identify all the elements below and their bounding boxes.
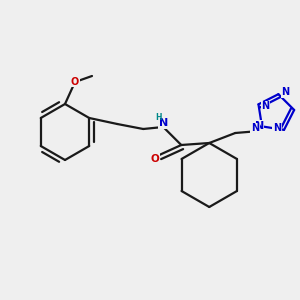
Text: N: N	[281, 87, 290, 97]
Text: O: O	[151, 154, 160, 164]
Text: O: O	[71, 77, 79, 87]
Text: N: N	[255, 121, 264, 131]
Text: N: N	[261, 101, 269, 111]
Text: N: N	[251, 123, 259, 134]
Text: H: H	[155, 112, 161, 122]
Text: N: N	[273, 123, 281, 133]
Text: N: N	[159, 118, 168, 128]
